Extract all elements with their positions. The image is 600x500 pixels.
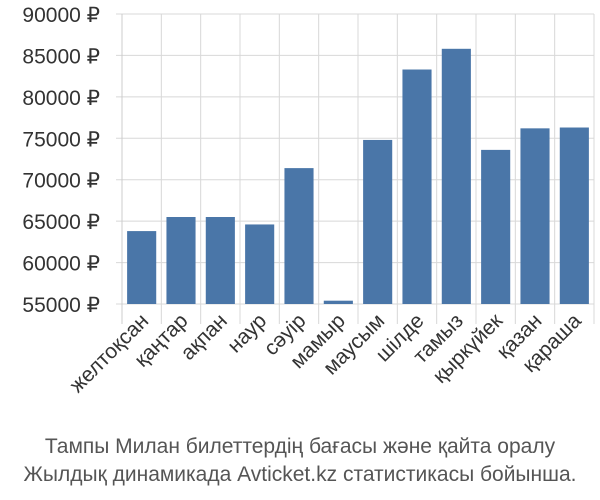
y-tick-labels: 55000 ₽ 60000 ₽ 65000 ₽ 70000 ₽ 75000 ₽ 80000… [22, 4, 100, 317]
y-tick-label: 75000 ₽ [22, 128, 100, 151]
bar [559, 127, 589, 304]
x-tick-label: наур [223, 309, 271, 357]
bar-chart: 55000 ₽ 60000 ₽ 65000 ₽ 70000 ₽ 75000 ₽ 80000… [22, 4, 595, 397]
bar [323, 300, 353, 304]
y-tick-label: 90000 ₽ [22, 4, 100, 27]
y-tick-label: 70000 ₽ [22, 170, 100, 193]
bar [284, 168, 314, 304]
chart-caption-line-1: Тампы Милан билеттердің бағасы және қайт… [44, 435, 556, 458]
chart-caption-line-2: Жылдық динамикада Avticket.kz статистика… [23, 463, 577, 486]
x-tick-label: ақпан [176, 309, 232, 365]
bar [127, 231, 157, 304]
y-tick-label: 85000 ₽ [22, 45, 100, 68]
bar [402, 69, 432, 304]
x-tick-labels: желтоқсанқаңтарақпаннаурсәуірмамырмаусым… [65, 309, 586, 397]
bar [441, 48, 471, 304]
bar [166, 217, 196, 304]
bar [520, 128, 550, 304]
bars-layer [127, 48, 589, 304]
bar [363, 139, 393, 304]
bar [481, 149, 511, 304]
y-tick-label: 65000 ₽ [22, 211, 100, 234]
y-tick-label: 55000 ₽ [22, 294, 100, 317]
bar [205, 217, 235, 304]
grid-layer [116, 13, 595, 324]
y-tick-label: 80000 ₽ [22, 87, 100, 110]
y-tick-label: 60000 ₽ [22, 253, 100, 276]
bar [245, 224, 275, 304]
